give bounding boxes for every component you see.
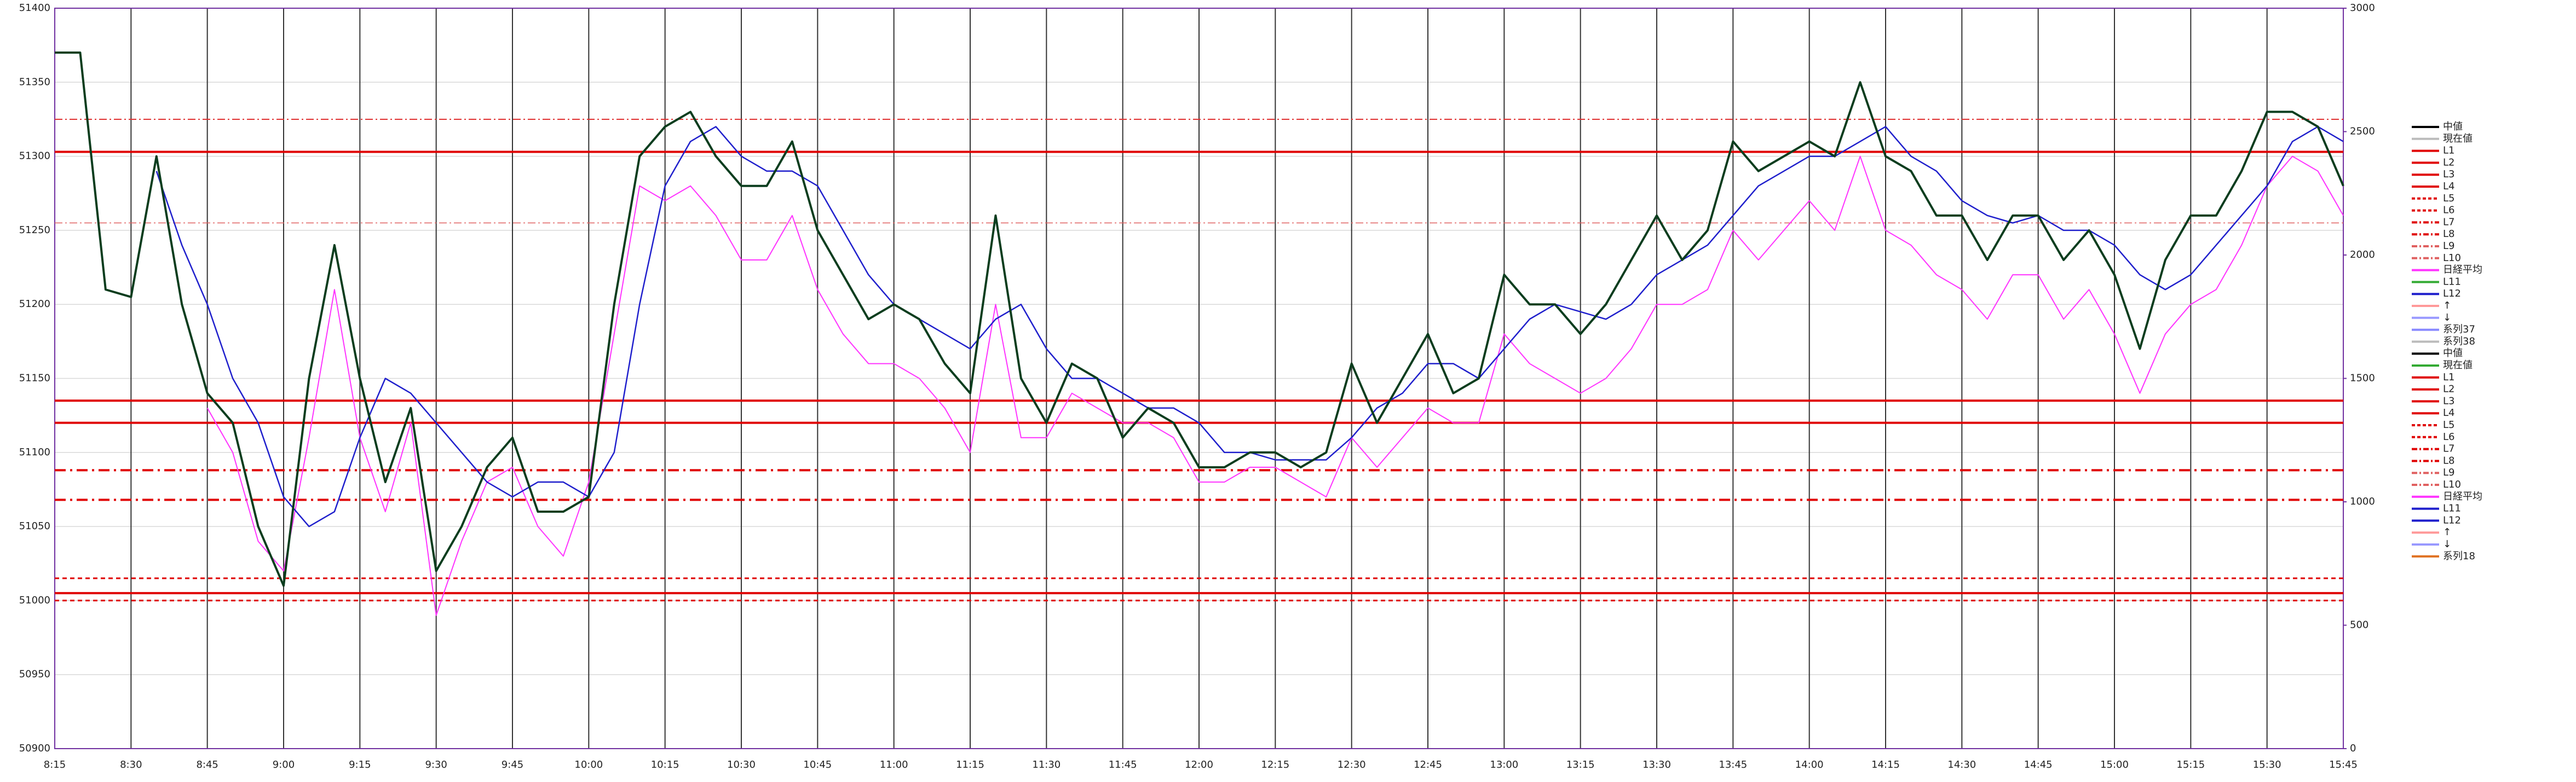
x-tick-label: 8:15 [44,759,66,771]
y-tick-label: 50950 [19,669,50,680]
x-tick-label: 11:00 [880,759,908,771]
x-tick-label: 11:15 [956,759,984,771]
y-tick-label: 51100 [19,447,50,458]
x-tick-label: 8:30 [120,759,142,771]
legend-label: 日経平均 [2443,491,2482,502]
legend-label: L12 [2443,514,2461,526]
x-tick-label: 15:30 [2253,759,2281,771]
legend-label: 現在値 [2443,133,2473,144]
x-tick-label: 13:45 [1719,759,1747,771]
series-line [206,155,2344,616]
x-tick-label: 13:30 [1643,759,1671,771]
legend-label: ↑ [2443,526,2451,538]
legend-label: 現在値 [2443,360,2473,371]
legend-label: L8 [2443,455,2454,466]
legend-label: L5 [2443,193,2454,204]
legend-label: L11 [2443,503,2461,514]
x-tick-label: 11:45 [1109,759,1137,771]
x-tick-label: 14:30 [1947,759,1976,771]
x-tick-label: 14:00 [1795,759,1824,771]
legend-label: L9 [2443,467,2454,478]
y2-tick-label: 1000 [2350,496,2375,507]
x-tick-label: 9:00 [273,759,295,771]
legend-label: L5 [2443,419,2454,431]
x-tick-label: 13:15 [1566,759,1595,771]
legend-label: 系列18 [2443,551,2475,562]
x-tick-label: 14:45 [2024,759,2053,771]
legend-label: L10 [2443,252,2461,264]
y-tick-label: 51000 [19,594,50,606]
legend-label: L3 [2443,169,2454,180]
plot-border [54,8,2344,749]
y2-tick-label: 2000 [2350,249,2375,260]
legend-label: L3 [2443,395,2454,407]
x-tick-label: 15:15 [2176,759,2205,771]
legend-label: 中値 [2443,121,2463,132]
legend-label: 系列37 [2443,324,2475,335]
legend-label: L1 [2443,372,2454,383]
x-tick-label: 10:00 [574,759,603,771]
legend-label: 日経平均 [2443,264,2482,276]
y2-tick-label: 500 [2350,619,2368,631]
x-tick-label: 12:30 [1338,759,1366,771]
x-tick-label: 9:30 [425,759,447,771]
legend-label: 系列38 [2443,335,2475,347]
legend-label: L12 [2443,288,2461,299]
y2-tick-label: 3000 [2350,2,2375,14]
x-tick-label: 12:15 [1261,759,1289,771]
y-tick-label: 51200 [19,298,50,310]
x-tick-label: 12:45 [1414,759,1442,771]
legend-label: ↓ [2443,538,2451,550]
legend-label: L2 [2443,384,2454,395]
y2-tick-label: 1500 [2350,373,2375,384]
legend-label: ↓ [2443,312,2451,323]
x-tick-label: 12:00 [1185,759,1213,771]
legend-label: L7 [2443,443,2454,455]
x-tick-label: 13:00 [1490,759,1518,771]
y-tick-label: 51400 [19,2,50,14]
legend-label: L1 [2443,145,2454,157]
y2-tick-label: 2500 [2350,126,2375,137]
x-tick-label: 9:15 [349,759,371,771]
legend-label: L4 [2443,407,2454,419]
legend-label: L8 [2443,228,2454,240]
legend-label: ↑ [2443,300,2451,311]
x-tick-label: 10:30 [727,759,756,771]
x-tick-label: 15:45 [2329,759,2358,771]
x-tick-label: 8:45 [196,759,218,771]
y-tick-label: 51350 [19,76,50,88]
x-tick-label: 11:30 [1032,759,1061,771]
legend-label: L6 [2443,431,2454,443]
y-tick-label: 51300 [19,150,50,162]
legend-label: L4 [2443,181,2454,192]
legend-label: L9 [2443,240,2454,252]
x-tick-label: 9:45 [502,759,523,771]
x-tick-label: 15:00 [2100,759,2129,771]
legend-label: 中値 [2443,347,2463,359]
legend-label: L10 [2443,479,2461,490]
legend-label: L6 [2443,205,2454,216]
legend-label: L11 [2443,276,2461,287]
legend-label: L7 [2443,216,2454,228]
series-line [55,51,2344,587]
y-tick-label: 51150 [19,373,50,384]
y-tick-label: 51050 [19,520,50,532]
y-tick-label: 50900 [19,743,50,754]
x-tick-label: 14:15 [1871,759,1900,771]
x-tick-label: 10:15 [651,759,679,771]
x-tick-label: 10:45 [803,759,832,771]
legend-label: L2 [2443,157,2454,168]
y-tick-label: 51250 [19,224,50,236]
y2-tick-label: 0 [2350,743,2356,754]
